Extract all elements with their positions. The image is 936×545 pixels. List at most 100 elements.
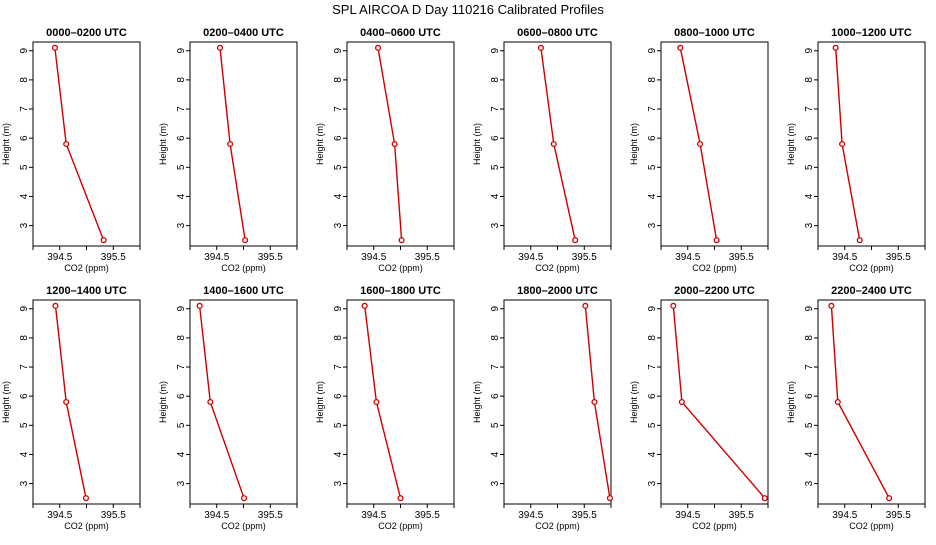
data-point [582,302,589,309]
data-point [242,237,249,244]
y-tick-label: 3 [19,480,30,486]
y-tick-label: 7 [19,364,30,370]
y-tick-label: 8 [333,335,344,341]
x-axis-label: CO2 (ppm) [378,263,423,273]
y-tick-label: 7 [176,364,187,370]
panel-title: 0600–0800 UTC [517,27,598,39]
y-tick-label: 8 [804,77,815,83]
data-point [100,237,107,244]
y-tick-label: 8 [804,335,815,341]
x-axis-label: CO2 (ppm) [64,521,109,531]
data-point [52,302,59,309]
y-axis-label: Height (m) [158,381,168,423]
x-axis-label: CO2 (ppm) [221,263,266,273]
data-point [82,495,90,502]
y-tick-label: 9 [19,306,30,312]
y-tick-label: 9 [804,306,815,312]
y-tick-label: 4 [333,451,344,457]
data-point [63,398,70,406]
data-point [572,237,579,244]
plot-frame [189,299,298,505]
y-axis-label: Height (m) [1,123,11,165]
y-tick-label: 4 [176,193,187,199]
y-tick-label: 4 [176,451,187,457]
plot-frame [346,41,455,247]
y-tick-label: 6 [19,135,30,141]
x-tick-label: 395.5 [258,510,283,521]
y-tick-label: 3 [490,222,501,228]
x-tick-label: 395.5 [886,510,911,521]
data-point [196,302,203,309]
x-axis-label: CO2 (ppm) [849,263,894,273]
data-point [606,495,613,502]
y-tick-label: 6 [176,393,187,399]
y-tick-label: 7 [176,106,187,112]
panel-title: 2000–2200 UTC [674,285,755,297]
y-tick-label: 9 [647,48,658,54]
data-point [391,140,398,148]
y-tick-label: 7 [333,106,344,112]
y-tick-label: 3 [804,222,815,228]
data-point [207,398,214,406]
y-tick-label: 5 [647,164,658,170]
data-point [677,44,684,51]
y-tick-label: 4 [333,193,344,199]
profile-line [540,47,576,241]
data-point [678,398,685,406]
data-point [550,140,557,148]
y-axis-label: Height (m) [1,381,11,423]
x-tick-label: 394.5 [361,510,386,521]
x-tick-label: 394.5 [675,510,700,521]
profile-line [54,305,87,499]
plot-frame [817,299,926,505]
panel-title: 0200–0400 UTC [203,27,284,39]
x-tick-label: 395.5 [729,252,754,263]
y-tick-label: 5 [490,422,501,428]
y-axis-label: Height (m) [472,381,482,423]
y-tick-label: 8 [19,77,30,83]
data-point [361,302,368,309]
plot-frame [346,299,455,505]
y-tick-label: 5 [176,422,187,428]
x-tick-label: 394.5 [518,510,543,521]
y-tick-label: 5 [333,422,344,428]
y-tick-label: 9 [176,306,187,312]
y-tick-label: 9 [333,306,344,312]
y-tick-label: 6 [804,135,815,141]
plot-frame [189,41,298,247]
y-axis-label: Height (m) [315,381,325,423]
y-tick-label: 4 [490,451,501,457]
y-tick-label: 6 [333,135,344,141]
y-axis-label: Height (m) [786,123,796,165]
y-tick-label: 5 [804,422,815,428]
x-tick-label: 395.5 [415,510,440,521]
plot-frame [660,299,769,505]
y-tick-label: 7 [804,106,815,112]
x-tick-label: 395.5 [101,252,126,263]
y-tick-label: 7 [490,364,501,370]
panel-title: 1800–2000 UTC [517,285,598,297]
data-point [398,237,405,244]
profile-line [584,305,611,499]
y-tick-label: 5 [333,164,344,170]
y-tick-label: 5 [804,164,815,170]
y-tick-label: 6 [647,135,658,141]
y-axis-label: Height (m) [786,381,796,423]
x-axis-label: CO2 (ppm) [535,521,580,531]
profile-line [198,305,245,499]
y-tick-label: 7 [19,106,30,112]
y-axis-label: Height (m) [158,123,168,165]
data-point [51,44,58,51]
x-tick-label: 394.5 [832,510,857,521]
y-tick-label: 8 [19,335,30,341]
data-point [828,302,835,309]
plot-frame [503,41,612,247]
y-tick-label: 9 [490,306,501,312]
x-axis-label: CO2 (ppm) [692,263,737,273]
panel-title: 1400–1600 UTC [203,285,284,297]
data-point [697,140,704,148]
y-tick-label: 6 [647,393,658,399]
data-point [537,44,544,51]
